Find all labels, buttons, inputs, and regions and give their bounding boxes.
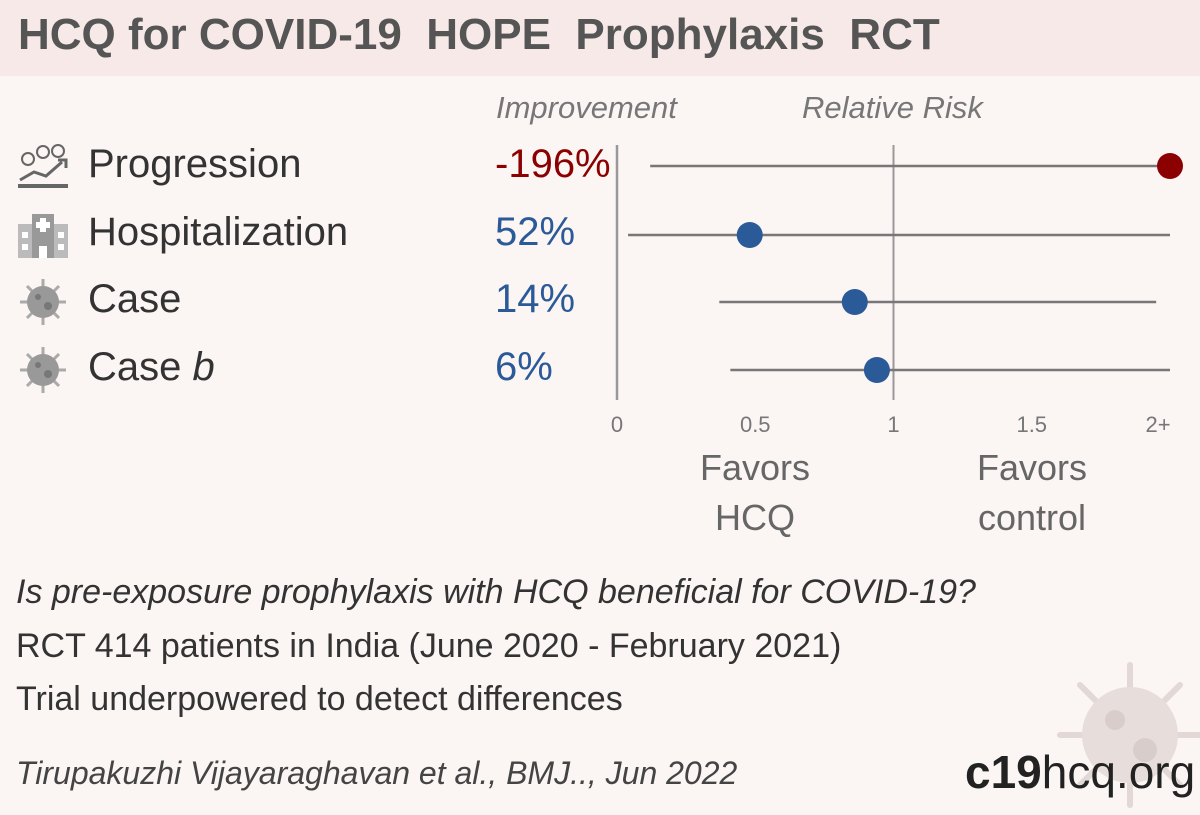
x-tick-label: 0 bbox=[611, 412, 623, 437]
site-logo[interactable]: c19hcq.org bbox=[965, 746, 1196, 798]
row-label-case: Case bbox=[88, 277, 182, 321]
point-case bbox=[841, 289, 868, 315]
x-tick-label: 0.5 bbox=[740, 412, 771, 437]
virus-icon bbox=[20, 279, 66, 325]
improvement-header: Improvement bbox=[496, 90, 677, 125]
point-case-b bbox=[863, 357, 890, 383]
favors-right-line2: control bbox=[978, 497, 1086, 538]
row-label-hospitalization: Hospitalization bbox=[88, 210, 349, 254]
favors-left-line1: Favors bbox=[700, 447, 810, 488]
row-value-case: 14% bbox=[495, 277, 576, 321]
note-trial: RCT 414 patients in India (June 2020 - F… bbox=[16, 627, 842, 665]
row-label-case-b: Case b bbox=[88, 345, 215, 389]
point-hospitalization bbox=[736, 222, 763, 248]
hospital-icon bbox=[18, 214, 68, 258]
title-bar: HCQ for COVID-19 HOPE Prophylaxis RCT bbox=[0, 0, 1200, 76]
point-estimates bbox=[736, 153, 1183, 383]
favors-left-line2: HCQ bbox=[715, 497, 795, 538]
x-tick-label: 1 bbox=[887, 412, 899, 437]
progression-people-icon bbox=[18, 144, 68, 188]
virus-watermark-icon bbox=[1057, 662, 1200, 808]
row-value-progression: -196% bbox=[495, 142, 611, 186]
citation: Tirupakuzhi Vijayaraghavan et al., BMJ..… bbox=[16, 755, 738, 791]
note-power: Trial underpowered to detect differences bbox=[16, 680, 623, 718]
row-value-hospitalization: 52% bbox=[495, 210, 576, 254]
page-title: HCQ for COVID-19 HOPE Prophylaxis RCT bbox=[18, 10, 940, 59]
favors-right-line1: Favors bbox=[977, 447, 1087, 488]
x-tick-label: 2+ bbox=[1145, 412, 1170, 437]
virus-icon bbox=[20, 347, 66, 393]
row-value-case-b: 6% bbox=[495, 345, 553, 389]
x-tick-labels: 0 0.5 1 1.5 2+ bbox=[611, 412, 1171, 437]
relative-risk-header: Relative Risk bbox=[802, 90, 983, 125]
ci-lines bbox=[628, 164, 1170, 372]
row-label-progression: Progression bbox=[88, 142, 302, 186]
note-question: Is pre-exposure prophylaxis with HCQ ben… bbox=[16, 573, 976, 611]
point-progression bbox=[1157, 153, 1183, 179]
x-tick-label: 1.5 bbox=[1016, 412, 1047, 437]
